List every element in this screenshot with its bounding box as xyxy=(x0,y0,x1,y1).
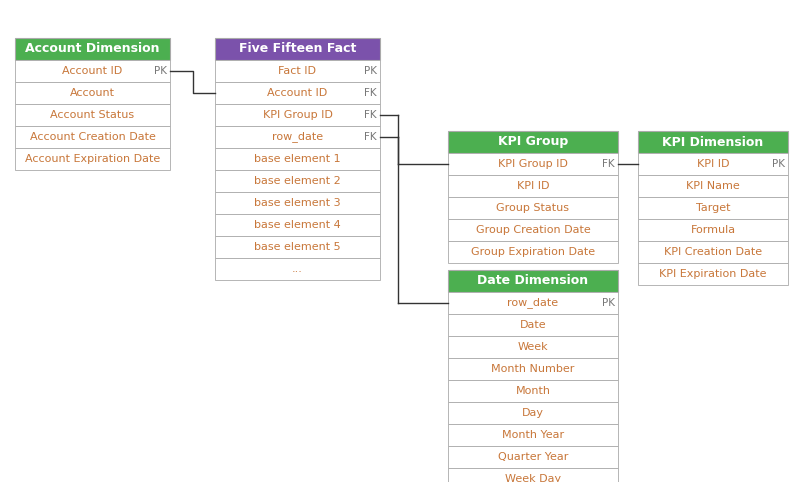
Bar xyxy=(448,292,618,314)
Bar xyxy=(15,126,170,148)
Text: Account Creation Date: Account Creation Date xyxy=(30,132,155,142)
Text: Week Day: Week Day xyxy=(505,474,561,482)
Bar xyxy=(215,214,380,236)
Bar xyxy=(215,126,380,148)
Bar xyxy=(638,175,788,197)
Bar xyxy=(448,241,618,263)
Bar xyxy=(638,241,788,263)
Text: Date Dimension: Date Dimension xyxy=(478,275,589,287)
Text: PK: PK xyxy=(602,298,615,308)
Text: base element 2: base element 2 xyxy=(254,176,341,186)
Bar xyxy=(215,38,380,60)
Bar xyxy=(215,148,380,170)
Bar xyxy=(448,197,618,219)
Text: Date: Date xyxy=(520,320,546,330)
Bar xyxy=(448,153,618,175)
Text: KPI Creation Date: KPI Creation Date xyxy=(664,247,762,257)
Text: Day: Day xyxy=(522,408,544,418)
Text: Month Year: Month Year xyxy=(502,430,564,440)
Text: KPI Expiration Date: KPI Expiration Date xyxy=(659,269,766,279)
Text: KPI ID: KPI ID xyxy=(517,181,550,191)
Text: KPI Dimension: KPI Dimension xyxy=(662,135,764,148)
Text: KPI Group ID: KPI Group ID xyxy=(262,110,333,120)
Text: PK: PK xyxy=(154,66,167,76)
Text: base element 5: base element 5 xyxy=(254,242,341,252)
Bar xyxy=(448,402,618,424)
Bar xyxy=(448,424,618,446)
Bar xyxy=(448,219,618,241)
Bar xyxy=(448,336,618,358)
Bar xyxy=(448,468,618,482)
Text: FK: FK xyxy=(602,159,615,169)
Text: base element 4: base element 4 xyxy=(254,220,341,230)
Bar xyxy=(448,358,618,380)
Bar xyxy=(15,82,170,104)
Bar xyxy=(215,104,380,126)
Text: FK: FK xyxy=(364,88,377,98)
Text: Five Fifteen Fact: Five Fifteen Fact xyxy=(239,42,356,55)
Bar xyxy=(215,258,380,280)
Text: KPI Group ID: KPI Group ID xyxy=(498,159,568,169)
Text: KPI Name: KPI Name xyxy=(686,181,740,191)
Bar xyxy=(638,219,788,241)
Bar xyxy=(15,38,170,60)
Text: KPI Group: KPI Group xyxy=(498,135,568,148)
Text: KPI ID: KPI ID xyxy=(697,159,730,169)
Bar xyxy=(448,380,618,402)
Text: Month Number: Month Number xyxy=(491,364,574,374)
Text: PK: PK xyxy=(772,159,785,169)
Text: Quarter Year: Quarter Year xyxy=(498,452,568,462)
Bar xyxy=(215,192,380,214)
Bar xyxy=(448,270,618,292)
Text: Account: Account xyxy=(70,88,115,98)
Text: Group Expiration Date: Group Expiration Date xyxy=(471,247,595,257)
Bar xyxy=(448,131,618,153)
Bar xyxy=(215,170,380,192)
Text: Group Status: Group Status xyxy=(497,203,570,213)
Text: Target: Target xyxy=(696,203,730,213)
Text: row_date: row_date xyxy=(507,297,558,308)
Bar xyxy=(215,82,380,104)
Text: Account Dimension: Account Dimension xyxy=(26,42,160,55)
Text: row_date: row_date xyxy=(272,132,323,143)
Bar xyxy=(215,236,380,258)
Text: Account ID: Account ID xyxy=(267,88,328,98)
Text: Account Expiration Date: Account Expiration Date xyxy=(25,154,160,164)
Bar xyxy=(638,153,788,175)
Bar xyxy=(15,148,170,170)
Text: Week: Week xyxy=(518,342,548,352)
Bar xyxy=(215,60,380,82)
Text: PK: PK xyxy=(364,66,377,76)
Bar xyxy=(448,446,618,468)
Text: Fact ID: Fact ID xyxy=(278,66,317,76)
Text: Group Creation Date: Group Creation Date xyxy=(476,225,590,235)
Text: base element 3: base element 3 xyxy=(254,198,341,208)
Text: FK: FK xyxy=(364,110,377,120)
Bar xyxy=(448,175,618,197)
Bar xyxy=(638,263,788,285)
Bar xyxy=(638,131,788,153)
Text: Account ID: Account ID xyxy=(62,66,122,76)
Bar xyxy=(448,314,618,336)
Bar xyxy=(15,104,170,126)
Text: ...: ... xyxy=(292,264,303,274)
Bar xyxy=(638,197,788,219)
Text: FK: FK xyxy=(364,132,377,142)
Bar xyxy=(15,60,170,82)
Text: Formula: Formula xyxy=(690,225,735,235)
Text: base element 1: base element 1 xyxy=(254,154,341,164)
Text: Account Status: Account Status xyxy=(50,110,134,120)
Text: Month: Month xyxy=(515,386,550,396)
